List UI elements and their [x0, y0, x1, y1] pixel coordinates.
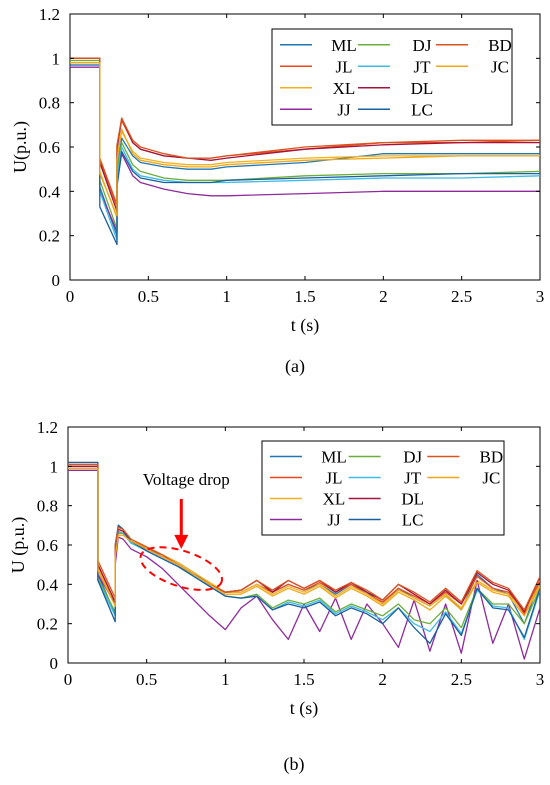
figure-caption: (a) — [285, 356, 305, 377]
y-tick-label: 1 — [52, 49, 61, 68]
legend-label-jt: JT — [404, 469, 422, 488]
legend-label-jj: JJ — [327, 511, 341, 530]
legend-label-lc: LC — [411, 100, 433, 119]
series-line-bd — [70, 57, 540, 206]
legend-label-dj: DJ — [403, 448, 422, 467]
x-tick-label: 1 — [221, 670, 230, 689]
x-axis-label: t (s) — [290, 698, 319, 719]
legend-label-jt: JT — [414, 57, 432, 76]
x-tick-label: 1.5 — [293, 670, 314, 689]
legend-label-jl: JL — [326, 469, 343, 488]
legend: ML JL XL JJ DJ JT DL LC BD JC — [261, 440, 505, 536]
annotation-arrow-head — [174, 534, 189, 549]
legend-label-bd: BD — [480, 448, 504, 467]
legend-label-xl: XL — [333, 79, 356, 98]
x-tick-label: 0 — [64, 670, 73, 689]
legend: ML JL XL JJ DJ JT DL LC BD JC — [271, 28, 513, 126]
x-axis-label: t (s) — [291, 315, 320, 336]
figure-caption: (b) — [284, 754, 305, 775]
y-tick-label: 0 — [50, 654, 59, 673]
chart-panel-a: 0 0.5 1 1.5 2 2.5 3 0 0.2 0.4 0.6 0.8 1 1.2 t (s) U(p.u… — [10, 5, 544, 377]
x-tick-label: 2 — [379, 287, 388, 306]
legend-label-dl: DL — [401, 490, 424, 509]
x-tick-label: 0.5 — [136, 670, 157, 689]
annotation: Voltage drop — [139, 470, 230, 591]
series-line-jt — [68, 467, 540, 641]
series-line-jc — [70, 62, 540, 217]
x-tick-label: 1.5 — [294, 287, 315, 306]
y-tick-label: 0.2 — [37, 615, 58, 634]
y-tick-label: 0 — [52, 271, 61, 290]
legend-box — [261, 440, 505, 536]
series-line-dj — [68, 467, 540, 629]
annotation-label: Voltage drop — [143, 470, 230, 489]
annotation-ellipse — [139, 546, 224, 591]
legend-label-lc: LC — [402, 511, 424, 530]
legend-label-jl: JL — [336, 57, 353, 76]
legend-label-ml: ML — [321, 448, 347, 467]
series-line-jt — [70, 62, 540, 241]
legend-label-jj: JJ — [337, 100, 351, 119]
y-axis-label: U (p.u.) — [8, 517, 29, 574]
x-tick-label: 0 — [66, 287, 75, 306]
y-tick-label: 0.8 — [39, 94, 60, 113]
y-tick-label: 1.2 — [39, 5, 60, 24]
series-line-lc — [68, 461, 540, 644]
series-group — [68, 461, 540, 660]
legend-label-dj: DJ — [413, 36, 432, 55]
series-line-dj — [70, 59, 540, 230]
legend-label-xl: XL — [323, 490, 346, 509]
x-tick-label: 0.5 — [138, 287, 159, 306]
y-axis-label: U(p.u.) — [10, 121, 31, 173]
series-line-jc — [68, 467, 540, 617]
legend-label-jc: JC — [491, 57, 509, 76]
y-tick-label: 0.2 — [39, 227, 60, 246]
legend-label-jc: JC — [482, 469, 500, 488]
y-tick-label: 0.8 — [37, 497, 58, 516]
y-tick-label: 0.6 — [39, 138, 60, 157]
y-tick-label: 0.6 — [37, 536, 58, 555]
x-tick-label: 3 — [536, 670, 545, 689]
legend-label-bd: BD — [488, 36, 512, 55]
x-tick-label: 1 — [222, 287, 231, 306]
y-tick-label: 1 — [50, 457, 59, 476]
y-tick-label: 1.2 — [37, 418, 58, 437]
x-tick-label: 3 — [536, 287, 545, 306]
series-line-jj — [68, 469, 540, 660]
legend-label-ml: ML — [331, 36, 357, 55]
series-line-jj — [70, 66, 540, 232]
y-tick-label: 0.4 — [39, 182, 61, 201]
series-line-dl — [70, 57, 540, 212]
x-tick-label: 2.5 — [451, 287, 472, 306]
series-line-bd — [68, 463, 540, 611]
x-tick-label: 2.5 — [451, 670, 472, 689]
legend-box — [271, 28, 513, 126]
y-tick-label: 0.4 — [37, 575, 59, 594]
series-group — [70, 57, 540, 246]
x-tick-label: 2 — [378, 670, 387, 689]
legend-label-dl: DL — [411, 79, 434, 98]
series-line-lc — [70, 64, 540, 246]
chart-panel-b: 0 0.5 1 1.5 2 2.5 3 0 0.2 0.4 0.6 0.8 1 1.2 t (s) U (p.… — [8, 418, 544, 775]
series-line-dl — [68, 465, 540, 613]
